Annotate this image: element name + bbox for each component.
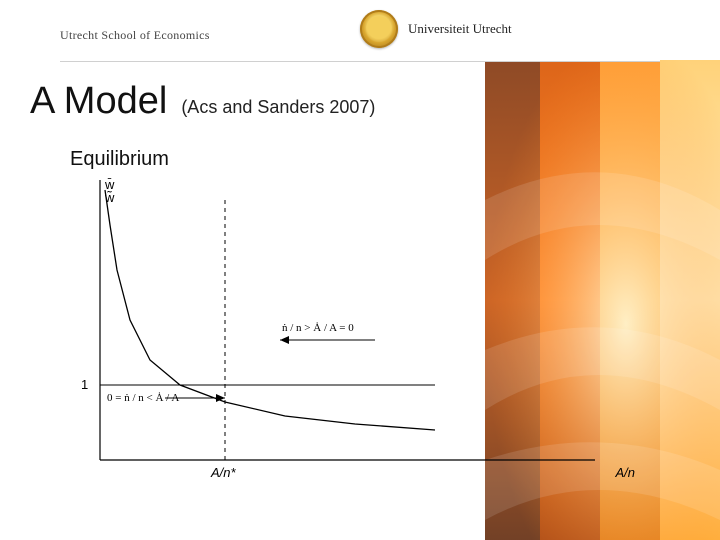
x-star-label: A/n* xyxy=(211,465,236,480)
x-end-label: A/n xyxy=(615,465,635,480)
uu-text: Universiteit Utrecht xyxy=(408,21,512,37)
slide: Utrecht School of Economics Universiteit… xyxy=(0,0,720,540)
use-logo-text: Utrecht School of Economics xyxy=(60,28,210,43)
y-axis-label-w: w̄ w̃ xyxy=(105,178,114,204)
title-row: A Model (Acs and Sanders 2007) xyxy=(30,80,375,123)
subtitle: Equilibrium xyxy=(70,148,169,171)
title-main: A Model xyxy=(30,80,167,123)
equation-lower: 0 = ṅ / n < Ȧ / A xyxy=(107,392,179,404)
header-bar: Utrecht School of Economics Universiteit… xyxy=(60,10,660,62)
uu-block: Universiteit Utrecht xyxy=(360,10,512,48)
y-tick-1: 1 xyxy=(81,377,88,392)
equation-upper: ṅ / n > Ȧ / A = 0 xyxy=(282,322,354,334)
uu-seal-icon xyxy=(360,10,398,48)
equilibrium-chart: w̄ w̃ 1 A/n* A/n ṅ / n > Ȧ / A = 0 0 = ṅ… xyxy=(75,180,595,480)
w-tilde-label: w̃ xyxy=(105,190,114,205)
title-sub: (Acs and Sanders 2007) xyxy=(181,97,375,118)
